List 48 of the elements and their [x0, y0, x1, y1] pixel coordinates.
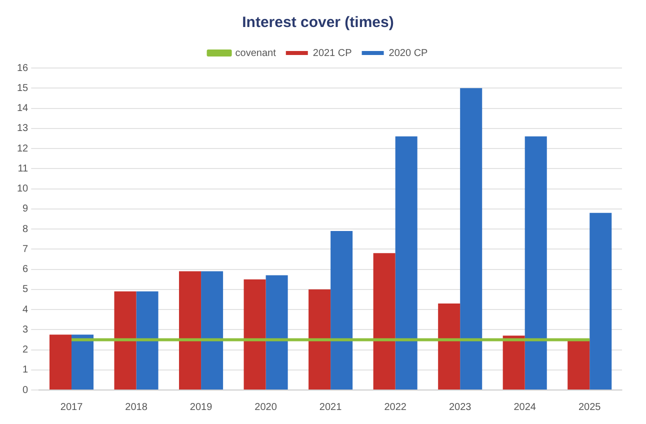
bar [179, 271, 202, 390]
bar [244, 279, 266, 390]
y-tick-label: 7 [22, 244, 29, 255]
x-tick-label: 2022 [384, 402, 407, 413]
bar [136, 291, 158, 390]
y-tick-label: 1 [22, 364, 29, 376]
legend-label: 2021 CP [312, 48, 352, 59]
y-tick-label: 3 [22, 324, 29, 336]
x-tick-label: 2023 [448, 402, 472, 413]
bar [201, 271, 224, 390]
x-tick-label: 2021 [319, 402, 342, 413]
y-tick-label: 5 [22, 284, 29, 296]
bar [438, 303, 460, 390]
x-tick-label: 2024 [514, 402, 536, 413]
y-tick-label: 8 [22, 224, 29, 235]
y-tick-label: 15 [17, 82, 29, 94]
x-tick-label: 2017 [60, 402, 84, 413]
chart-title: Interest cover (times) [242, 14, 394, 32]
y-tick-label: 13 [17, 123, 29, 134]
y-tick-label: 0 [22, 384, 29, 396]
x-tick-label: 2025 [578, 402, 602, 413]
bar [330, 231, 353, 390]
y-tick-label: 14 [17, 103, 29, 114]
y-tick-label: 2 [22, 344, 29, 356]
bar [590, 212, 612, 390]
bar [114, 291, 136, 390]
bar [568, 340, 590, 390]
y-tick-label: 9 [22, 204, 29, 215]
bar [502, 336, 525, 390]
y-tick-label: 4 [22, 304, 29, 316]
bar [460, 88, 482, 390]
y-tick-label: 6 [22, 264, 29, 275]
bar [395, 136, 418, 390]
y-tick-label: 16 [17, 62, 29, 74]
legend-label: 2020 CP [388, 48, 428, 59]
y-tick-label: 11 [18, 163, 29, 174]
x-tick-label: 2020 [254, 402, 278, 413]
bar [49, 334, 72, 390]
bar [524, 136, 547, 390]
y-tick-label: 10 [17, 184, 29, 194]
bar [72, 334, 94, 390]
y-tick-label: 12 [17, 143, 29, 154]
bar [373, 253, 396, 390]
bar [308, 289, 331, 390]
x-tick-label: 2018 [125, 402, 148, 413]
legend-label: covenant [235, 48, 276, 59]
x-tick-label: 2019 [190, 402, 213, 413]
bar [266, 275, 288, 390]
